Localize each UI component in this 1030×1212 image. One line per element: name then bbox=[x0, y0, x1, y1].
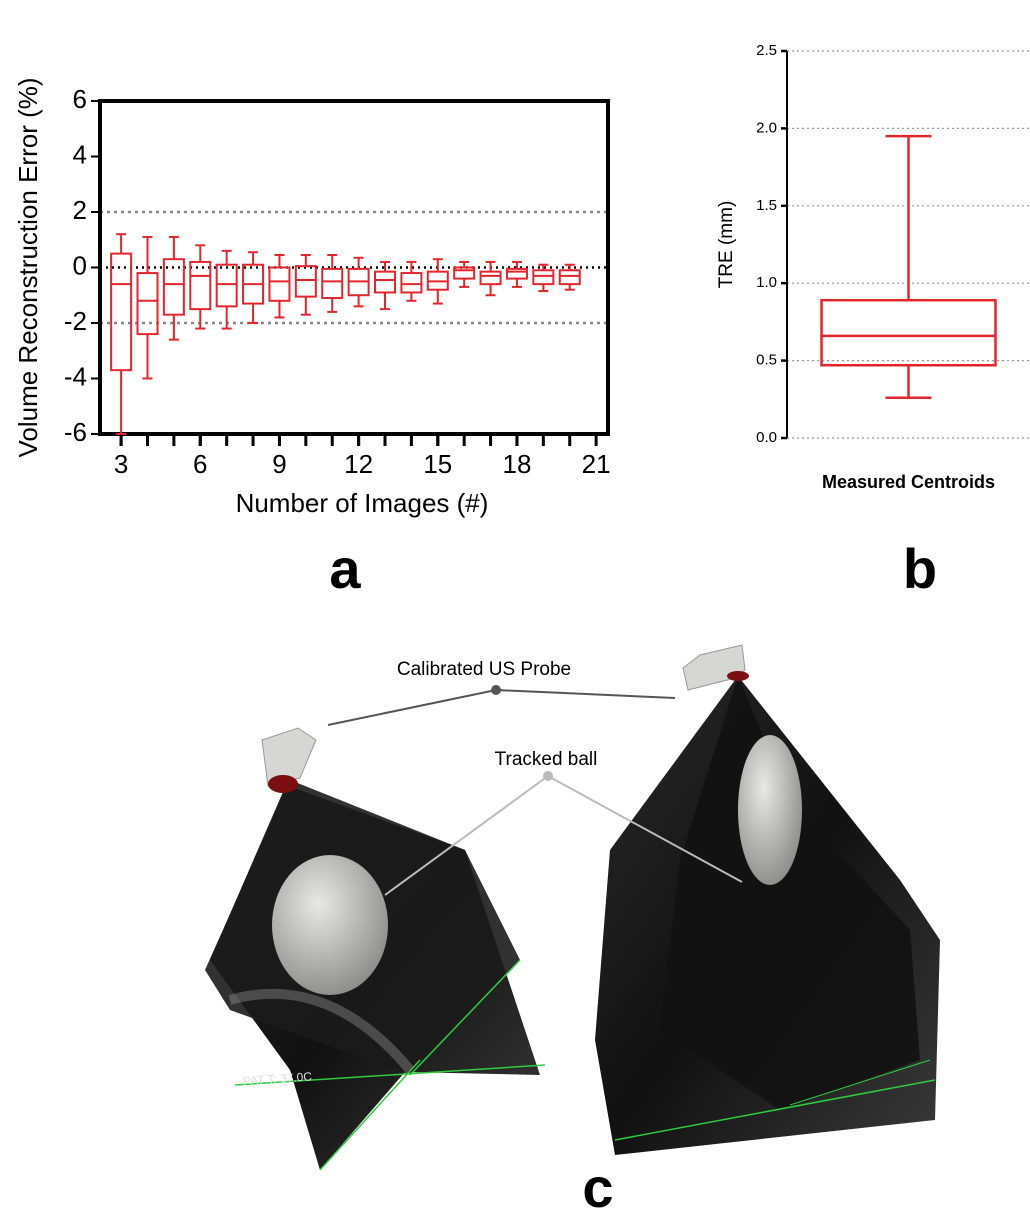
box bbox=[820, 298, 997, 367]
y-tick-label: 2.0 bbox=[756, 119, 777, 136]
panel-label: a bbox=[329, 537, 361, 600]
probe-left bbox=[261, 727, 317, 787]
overlay-text: PAT T: 37.0C bbox=[242, 1069, 312, 1088]
panel-label: b bbox=[903, 537, 937, 600]
box bbox=[479, 270, 502, 286]
box bbox=[136, 272, 159, 336]
y-axis-title: Volume Reconstruction Error (%) bbox=[13, 77, 43, 457]
x-tick-label: Measured Centroids bbox=[822, 472, 995, 492]
x-tick-label: 9 bbox=[272, 449, 286, 479]
box bbox=[532, 269, 555, 286]
y-tick-label: -6 bbox=[64, 417, 87, 447]
y-tick-label: -4 bbox=[64, 361, 87, 391]
ultrasound-scene: Calibrated US Probe Tracked ball PAT T: … bbox=[205, 644, 940, 1171]
y-tick-label: 4 bbox=[73, 139, 87, 169]
box bbox=[268, 266, 291, 302]
y-axis-title: TRE (mm) bbox=[716, 201, 737, 289]
x-axis-title: Number of Images (#) bbox=[236, 488, 489, 518]
box bbox=[162, 258, 185, 316]
box bbox=[321, 267, 344, 300]
x-tick-label: 3 bbox=[114, 449, 128, 479]
annotation: Tracked ball bbox=[495, 749, 598, 770]
annotation: Calibrated US Probe bbox=[397, 659, 571, 680]
y-tick-label: -2 bbox=[64, 306, 87, 336]
ball-left bbox=[272, 855, 388, 995]
box bbox=[558, 269, 581, 286]
y-tick-label: 0.0 bbox=[756, 429, 777, 446]
y-tick-label: 1.5 bbox=[756, 197, 777, 214]
box bbox=[110, 252, 133, 372]
x-tick-label: 15 bbox=[423, 449, 452, 479]
box bbox=[505, 267, 528, 280]
y-tick-label: 2.5 bbox=[756, 42, 777, 59]
box bbox=[453, 266, 476, 280]
box bbox=[189, 260, 212, 311]
y-tick-label: 0.5 bbox=[756, 352, 777, 369]
box bbox=[374, 270, 397, 294]
annotation-line bbox=[327, 688, 676, 726]
x-tick-label: 6 bbox=[193, 449, 207, 479]
box bbox=[400, 272, 423, 294]
x-tick-label: 18 bbox=[502, 449, 531, 479]
panel-label: c bbox=[582, 1156, 613, 1212]
ball-right bbox=[738, 735, 802, 885]
y-tick-label: 2 bbox=[73, 195, 87, 225]
x-tick-label: 21 bbox=[582, 449, 611, 479]
y-tick-label: 1.0 bbox=[756, 274, 777, 291]
box bbox=[215, 263, 238, 308]
x-tick-label: 12 bbox=[344, 449, 373, 479]
box bbox=[294, 265, 317, 298]
y-tick-label: 0 bbox=[73, 250, 87, 280]
y-tick-label: 6 bbox=[73, 84, 87, 114]
